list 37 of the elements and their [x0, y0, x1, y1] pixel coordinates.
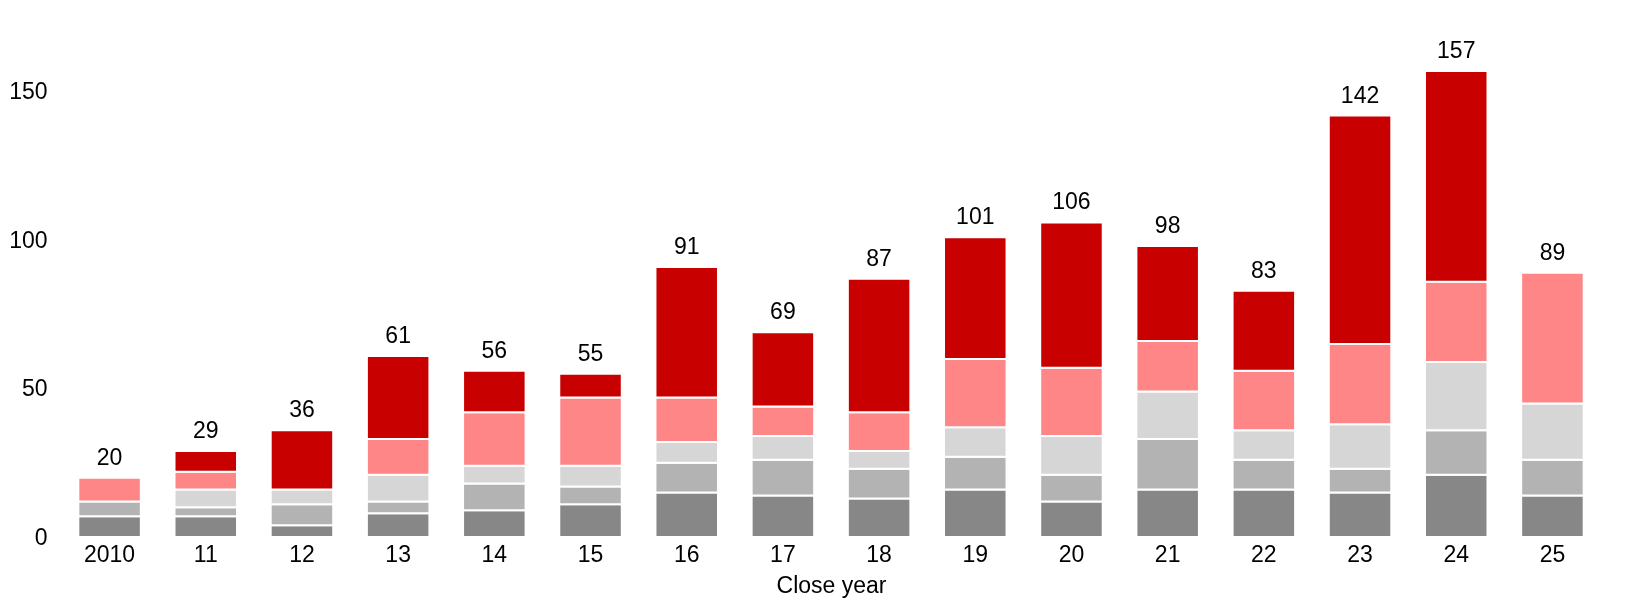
total-label: 69	[770, 298, 796, 325]
x-tick-label: 14	[481, 540, 508, 567]
x-tick-label: 2010	[83, 540, 136, 567]
total-label: 20	[96, 443, 123, 470]
total-label: 98	[1154, 212, 1181, 239]
x-tick-label: 12	[289, 540, 315, 567]
x-tick-label: 11	[193, 540, 218, 567]
x-tick-label: 21	[1154, 540, 1181, 567]
x-tick-label: 23	[1347, 540, 1373, 567]
total-label: 83	[1251, 256, 1277, 283]
total-label: 61	[385, 321, 411, 348]
x-tick-label: 20	[1058, 540, 1085, 567]
x-tick-label: 16	[673, 540, 700, 567]
y-tick-label: 150	[9, 78, 48, 105]
total-label: 157	[1437, 37, 1476, 63]
total-label: 29	[192, 416, 219, 443]
total-label: 56	[481, 336, 508, 363]
total-label: 142	[1340, 81, 1380, 108]
total-label: 55	[577, 339, 604, 366]
y-tick-label: 100	[9, 226, 48, 253]
x-tick-label: 24	[1443, 540, 1470, 567]
y-tick-label: 50	[21, 375, 48, 402]
x-tick-label: 25	[1539, 540, 1566, 567]
total-label: 87	[866, 244, 892, 271]
x-tick-label: 19	[962, 540, 989, 567]
x-axis-title: Close year	[776, 571, 887, 598]
x-tick-label: 13	[385, 540, 411, 567]
x-tick-label: 22	[1251, 540, 1277, 567]
x-tick-label: 15	[577, 540, 604, 567]
total-label: 91	[673, 232, 700, 259]
x-tick-label: 17	[770, 540, 796, 567]
total-label: 101	[956, 203, 995, 230]
x-tick-label: 18	[866, 540, 892, 567]
y-tick-label: 0	[34, 523, 48, 550]
total-label: 89	[1539, 238, 1566, 265]
total-label: 36	[289, 396, 315, 423]
total-label: 106	[1052, 188, 1091, 215]
